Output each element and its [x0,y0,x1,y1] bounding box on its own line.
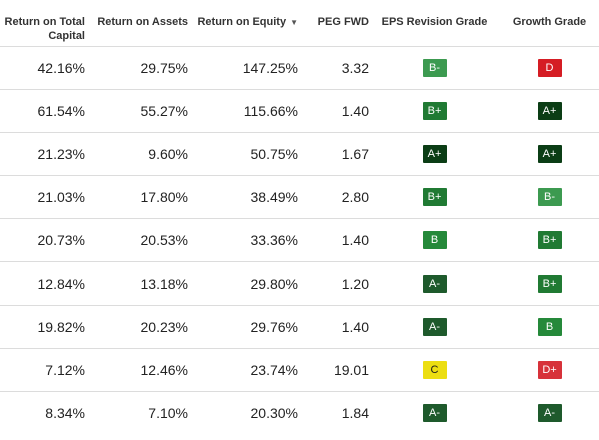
table-row[interactable]: 12.84% 13.18% 29.80% 1.20 A- B+ [0,261,599,304]
cell-return-on-assets: 17.80% [140,189,188,206]
cell-return-on-total-capital: 20.73% [37,232,85,249]
cell-return-on-assets: 7.10% [148,404,188,421]
table-header: Return on Total Capital Return on Assets… [0,0,599,46]
cell-return-on-equity: 23.74% [250,361,298,378]
cell-eps-revision-grade: A- [369,274,500,293]
header-eps-revision-grade[interactable]: EPS Revision Grade [381,16,488,28]
cell-growth-grade: D+ [500,360,599,379]
cell-return-on-equity: 29.76% [250,318,298,335]
cell-eps-revision-grade: B+ [369,102,500,121]
cell-return-on-total-capital: 19.82% [37,318,85,335]
header-return-on-equity-label: Return on Equity [197,16,287,28]
cell-return-on-equity: 147.25% [242,60,298,77]
cell-eps-revision-grade: B- [369,59,500,78]
header-return-on-assets[interactable]: Return on Assets [97,16,188,28]
table-row[interactable]: 21.23% 9.60% 50.75% 1.67 A+ A+ [0,132,599,175]
eps-grade-badge: B [422,231,447,250]
eps-grade-badge: C [422,360,447,379]
cell-eps-revision-grade: A- [369,403,500,422]
growth-grade-badge: B [537,317,562,336]
eps-grade-badge: A- [422,317,447,336]
eps-grade-badge: B- [422,59,447,78]
cell-eps-revision-grade: B [369,231,500,250]
cell-return-on-assets: 13.18% [140,275,188,292]
growth-grade-badge: D [537,59,562,78]
eps-grade-badge: A- [422,403,447,422]
cell-return-on-total-capital: 42.16% [37,60,85,77]
cell-return-on-total-capital: 7.12% [45,361,85,378]
table-row[interactable]: 7.12% 12.46% 23.74% 19.01 C D+ [0,347,599,391]
caret-down-icon: ▼ [290,18,298,27]
cell-peg-fwd: 19.01 [333,361,369,378]
cell-return-on-equity: 38.49% [250,189,298,206]
cell-return-on-equity: 29.80% [250,275,298,292]
cell-return-on-assets: 20.23% [140,318,188,335]
cell-return-on-assets: 12.46% [140,361,188,378]
cell-growth-grade: A+ [500,145,599,164]
eps-grade-badge: A- [422,274,447,293]
cell-eps-revision-grade: C [369,360,500,379]
cell-growth-grade: A+ [500,102,599,121]
cell-return-on-assets: 20.53% [140,232,188,249]
table-body: 42.16% 29.75% 147.25% 3.32 B- D 61.54% 5… [0,46,599,434]
eps-grade-badge: A+ [422,145,447,164]
growth-grade-badge: B+ [537,231,562,250]
cell-return-on-assets: 55.27% [140,103,188,120]
table-row[interactable]: 8.34% 7.10% 20.30% 1.84 A- A- [0,390,599,434]
table-row[interactable]: 61.54% 55.27% 115.66% 1.40 B+ A+ [0,89,599,132]
cell-growth-grade: B+ [500,231,599,250]
table-row[interactable]: 20.73% 20.53% 33.36% 1.40 B B+ [0,218,599,261]
cell-return-on-equity: 20.30% [250,404,298,421]
cell-return-on-total-capital: 21.23% [37,146,85,163]
header-return-on-equity[interactable]: Return on Equity ▼ [188,0,298,30]
cell-return-on-equity: 50.75% [250,146,298,163]
cell-eps-revision-grade: B+ [369,188,500,207]
header-growth-grade[interactable]: Growth Grade [512,16,587,28]
cell-peg-fwd: 1.67 [341,146,369,163]
table-row[interactable]: 19.82% 20.23% 29.76% 1.40 A- B [0,304,599,348]
cell-return-on-total-capital: 21.03% [37,189,85,206]
growth-grade-badge: A+ [537,145,562,164]
cell-growth-grade: D [500,59,599,78]
eps-grade-badge: B+ [422,188,447,207]
growth-grade-badge: B+ [537,274,562,293]
cell-peg-fwd: 1.20 [341,275,369,292]
cell-peg-fwd: 1.40 [341,103,369,120]
table-row[interactable]: 42.16% 29.75% 147.25% 3.32 B- D [0,46,599,89]
cell-eps-revision-grade: A- [369,317,500,336]
cell-growth-grade: B- [500,188,599,207]
cell-peg-fwd: 1.40 [341,232,369,249]
growth-grade-badge: A- [537,403,562,422]
cell-growth-grade: A- [500,403,599,422]
cell-peg-fwd: 1.40 [341,318,369,335]
growth-grade-badge: D+ [537,360,562,379]
cell-return-on-assets: 29.75% [140,60,188,77]
cell-return-on-total-capital: 8.34% [45,404,85,421]
cell-return-on-total-capital: 61.54% [37,103,85,120]
growth-grade-badge: B- [537,188,562,207]
cell-return-on-equity: 115.66% [243,103,298,120]
cell-eps-revision-grade: A+ [369,145,500,164]
cell-peg-fwd: 2.80 [341,189,369,206]
header-peg-fwd[interactable]: PEG FWD [317,16,369,28]
growth-grade-badge: A+ [537,102,562,121]
cell-growth-grade: B [500,317,599,336]
table-row[interactable]: 21.03% 17.80% 38.49% 2.80 B+ B- [0,175,599,218]
cell-peg-fwd: 3.32 [341,60,369,77]
cell-peg-fwd: 1.84 [341,404,369,421]
cell-return-on-equity: 33.36% [250,232,298,249]
cell-return-on-total-capital: 12.84% [37,275,85,292]
cell-return-on-assets: 9.60% [148,146,188,163]
cell-growth-grade: B+ [500,274,599,293]
header-return-on-total-capital[interactable]: Return on Total Capital [4,16,85,42]
eps-grade-badge: B+ [422,102,447,121]
